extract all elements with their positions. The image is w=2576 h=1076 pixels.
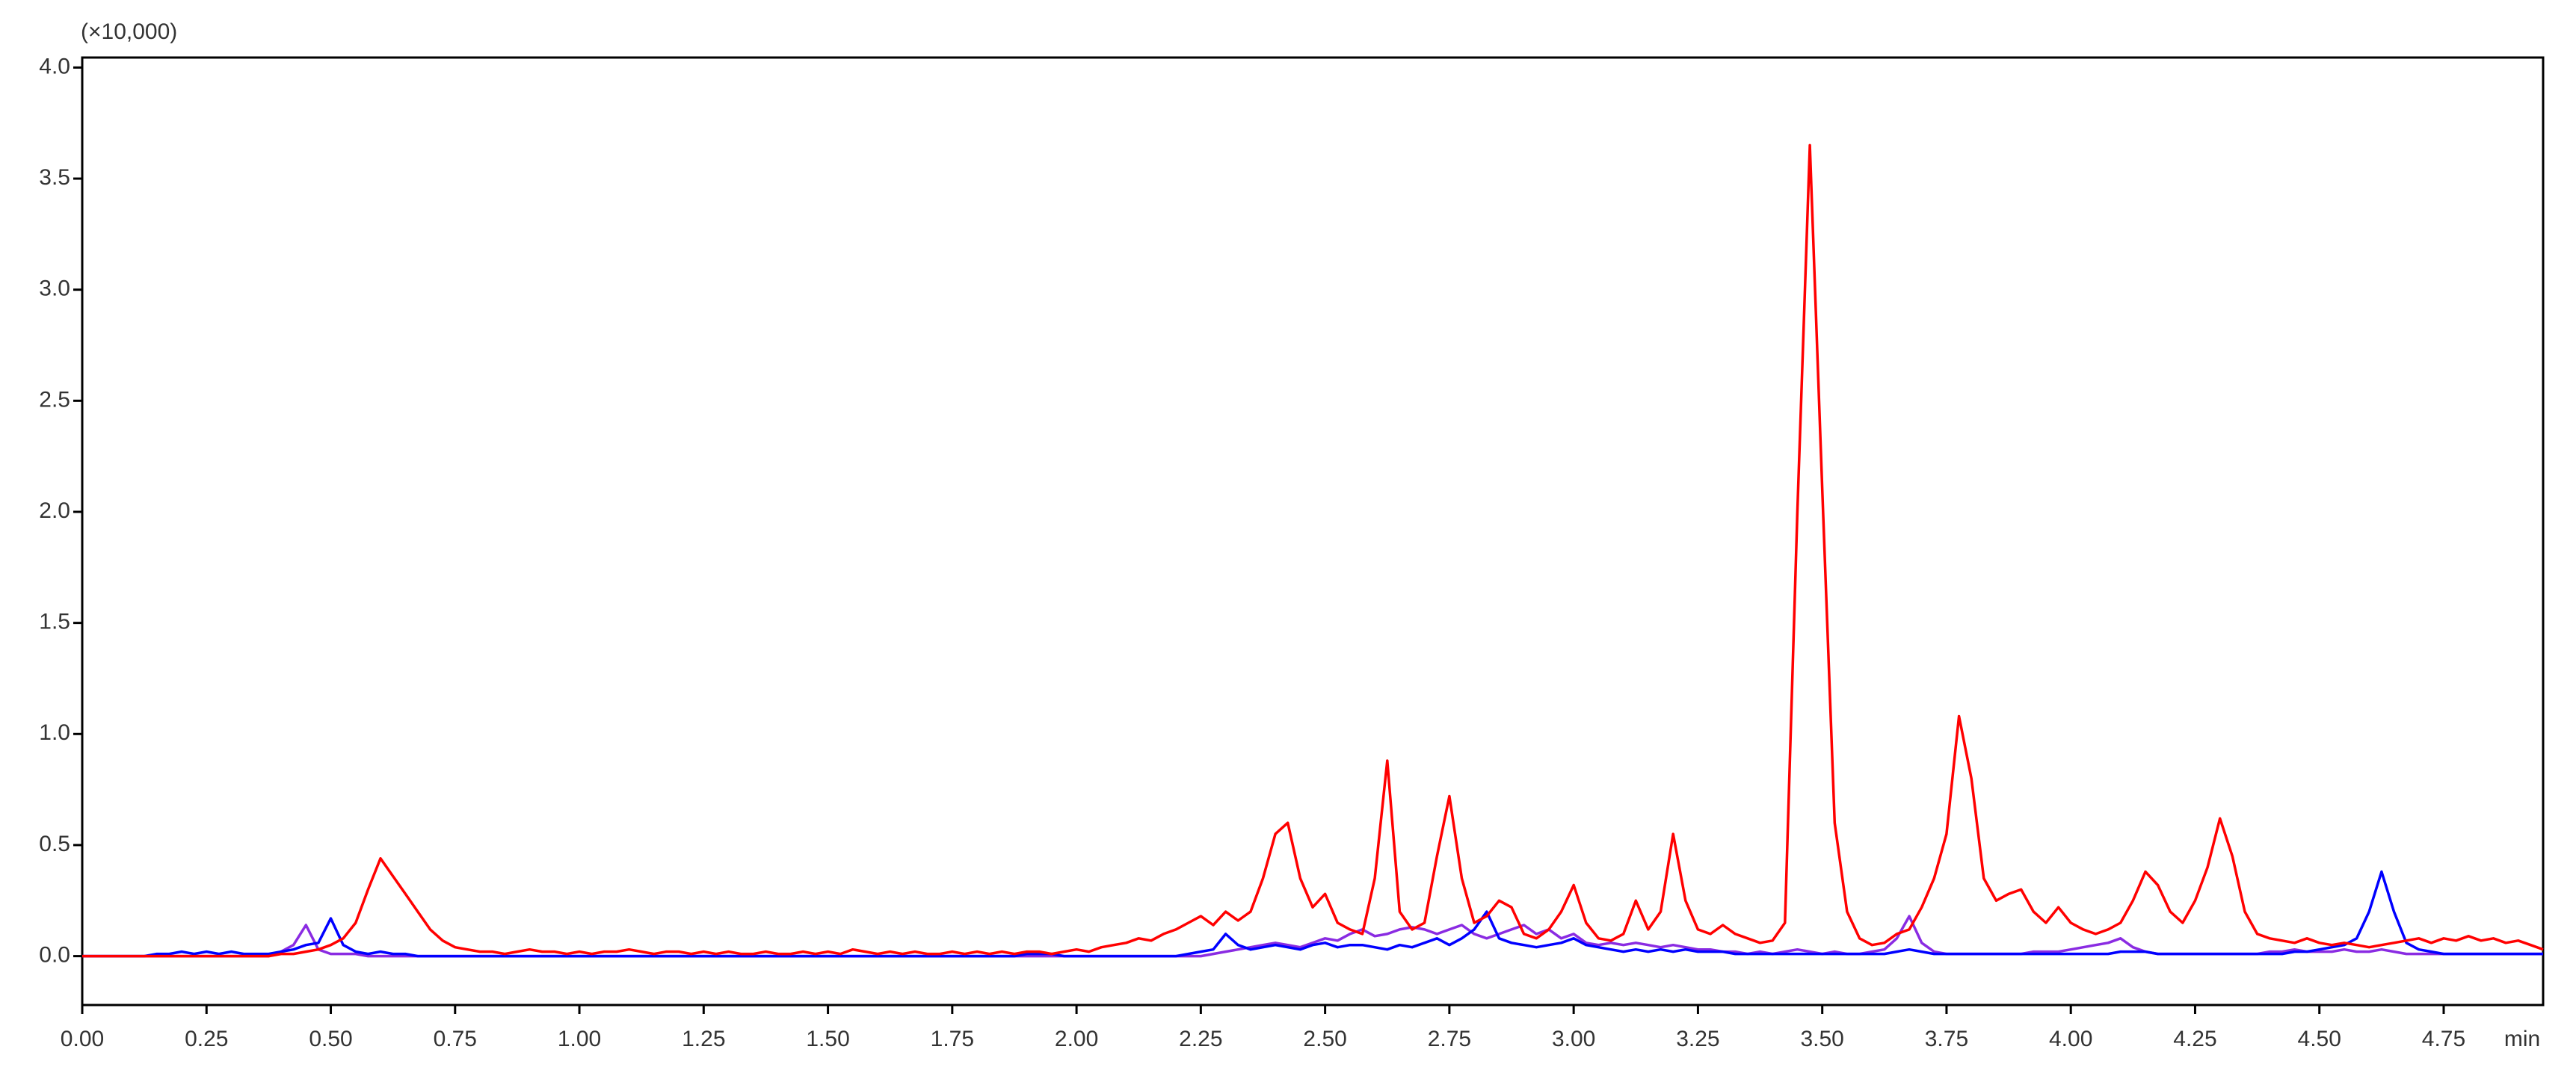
x-tick-label: 3.75: [1925, 1027, 1968, 1051]
y-tick-label: 3.5: [39, 165, 70, 190]
x-tick-label: 1.75: [931, 1027, 974, 1051]
x-tick-label: 1.50: [806, 1027, 849, 1051]
x-tick-label: 3.50: [1800, 1027, 1843, 1051]
x-tick-label: 0.50: [309, 1027, 352, 1051]
plot-frame: [81, 56, 2545, 1007]
y-tick-label: 4.0: [39, 54, 70, 78]
x-tick-label: 0.75: [434, 1027, 477, 1051]
y-unit-label: (×10,000): [81, 19, 177, 44]
y-tick-label: 2.0: [39, 498, 70, 523]
series-line: [82, 143, 2544, 958]
y-tick-label: 2.5: [39, 387, 70, 412]
y-tick-label: 1.5: [39, 610, 70, 634]
y-tick-label: 1.0: [39, 720, 70, 745]
x-tick-label: 2.75: [1428, 1027, 1471, 1051]
y-tick-label: 3.0: [39, 276, 70, 301]
x-tick-label: 1.00: [558, 1027, 601, 1051]
x-tick-label: 1.25: [682, 1027, 725, 1051]
x-tick-label: 2.50: [1303, 1027, 1346, 1051]
x-tick-label: 3.25: [1676, 1027, 1719, 1051]
x-tick-label: 4.75: [2422, 1027, 2465, 1051]
series-line: [82, 870, 2543, 958]
x-tick-label: 4.50: [2298, 1027, 2341, 1051]
x-tick-label: 3.00: [1552, 1027, 1595, 1051]
x-tick-label: 0.00: [61, 1027, 104, 1051]
x-tick-label: 2.00: [1055, 1027, 1098, 1051]
x-tick-label: 4.00: [2049, 1027, 2092, 1051]
y-tick-label: 0.0: [39, 943, 70, 968]
x-tick-label: 2.25: [1179, 1027, 1222, 1051]
series-line: [82, 915, 2543, 958]
x-axis-label: min: [2504, 1027, 2540, 1051]
y-tick-label: 0.5: [39, 832, 70, 856]
x-tick-label: 4.25: [2173, 1027, 2216, 1051]
x-tick-label: 0.25: [185, 1027, 228, 1051]
